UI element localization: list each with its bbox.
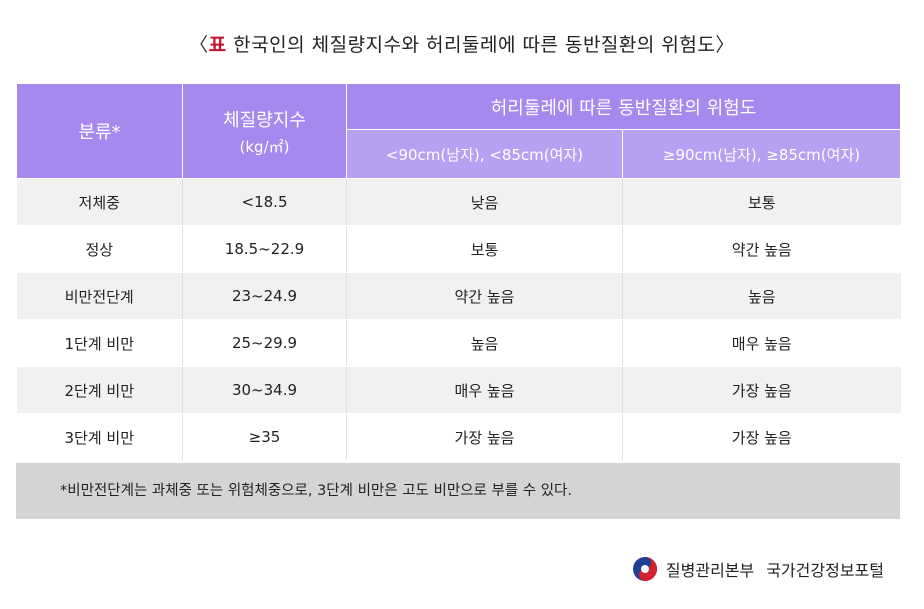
table-row: 1단계 비만 25~29.9 높음 매우 높음 (16, 319, 901, 367)
cell-risk-high: 높음 (621, 272, 901, 320)
table-row: 정상 18.5~22.9 보통 약간 높음 (16, 225, 901, 273)
cell-risk-high: 약간 높음 (621, 225, 901, 273)
cell-bmi: 25~29.9 (182, 319, 347, 367)
cell-bmi: 23~24.9 (182, 272, 347, 320)
source-footer: 질병관리본부 국가건강정보포털 (632, 556, 884, 582)
cell-risk-high: 가장 높음 (621, 413, 901, 461)
title-close-bracket: 〉 (715, 34, 735, 56)
cell-category: 2단계 비만 (16, 366, 183, 414)
header-waist-low: <90cm(남자), <85cm(여자) (346, 129, 623, 179)
title-text: 한국인의 체질량지수와 허리둘레에 따른 동반질환의 위험도 (226, 34, 716, 56)
table-row: 2단계 비만 30~34.9 매우 높음 가장 높음 (16, 366, 901, 414)
cell-category: 비만전단계 (16, 272, 183, 320)
table-row: 저체중 <18.5 낮음 보통 (16, 178, 901, 226)
title-open-bracket: 〈 (189, 34, 209, 56)
cell-risk-low: 낮음 (346, 178, 623, 226)
kdca-logo-icon (632, 557, 657, 581)
cell-bmi: 18.5~22.9 (182, 225, 347, 273)
header-waist-group: 허리둘레에 따른 동반질환의 위험도 (345, 83, 902, 130)
footnote: *비만전단계는 과체중 또는 위험체중으로, 3단계 비만은 고도 비만으로 부… (16, 463, 900, 519)
cell-risk-low: 약간 높음 (346, 272, 623, 320)
header-waist-high: ≥90cm(남자), ≥85cm(여자) (621, 129, 902, 179)
header-bmi: 체질량지수 (kg/㎡) (182, 83, 347, 179)
title-table-marker: 표 (208, 34, 227, 56)
cell-risk-low: 보통 (346, 225, 623, 273)
risk-table: 분류* 체질량지수 (kg/㎡) 허리둘레에 따른 동반질환의 위험도 <90c… (16, 83, 902, 461)
table-row: 3단계 비만 ≥35 가장 높음 가장 높음 (16, 413, 901, 461)
cell-category: 정상 (16, 225, 183, 273)
header-category: 분류* (16, 83, 183, 179)
cell-risk-high: 매우 높음 (621, 319, 901, 367)
cell-risk-high: 가장 높음 (621, 366, 901, 414)
cell-category: 1단계 비만 (16, 319, 183, 367)
cell-risk-low: 매우 높음 (346, 366, 623, 414)
cell-bmi: 30~34.9 (182, 366, 347, 414)
header-bmi-label: 체질량지수 (223, 109, 306, 131)
cell-category: 저체중 (16, 178, 183, 226)
cell-bmi: ≥35 (182, 413, 347, 461)
header-bmi-unit: (kg/㎡) (239, 137, 290, 156)
portal-name: 국가건강정보포털 (766, 561, 884, 580)
page-title: 〈표 한국인의 체질량지수와 허리둘레에 따른 동반질환의 위험도〉 (0, 30, 924, 57)
cell-risk-low: 높음 (346, 319, 623, 367)
cell-category: 3단계 비만 (16, 413, 183, 461)
cell-risk-low: 가장 높음 (346, 413, 623, 461)
cell-bmi: <18.5 (182, 178, 347, 226)
cell-risk-high: 보통 (621, 178, 901, 226)
table-row: 비만전단계 23~24.9 약간 높음 높음 (16, 272, 901, 320)
org-name: 질병관리본부 (665, 561, 755, 580)
